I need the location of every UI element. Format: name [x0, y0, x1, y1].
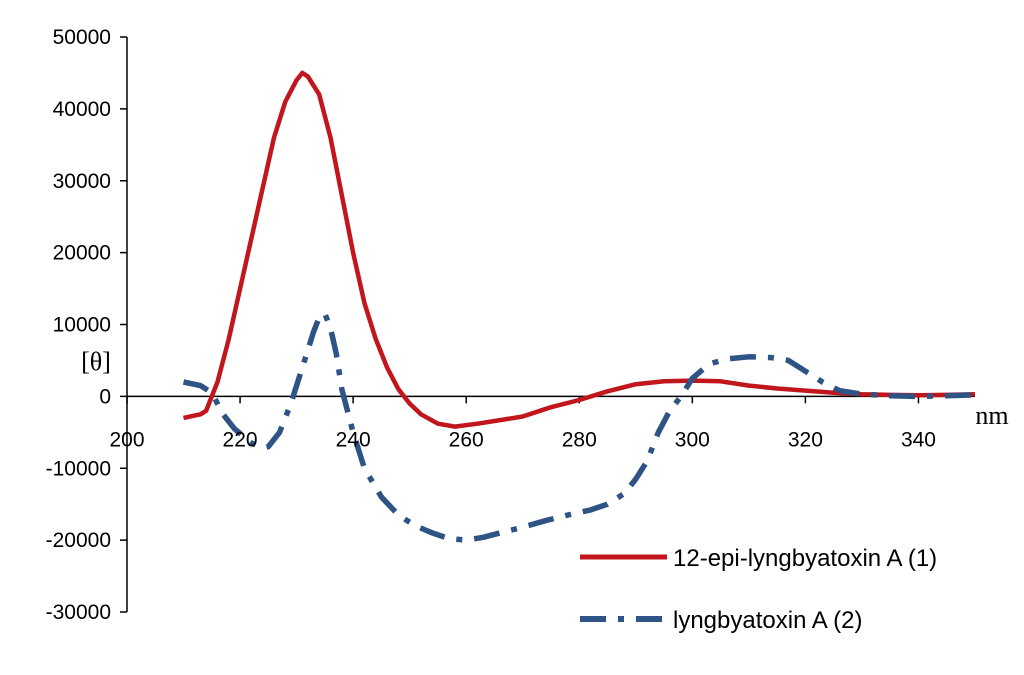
x-tick-label: 280: [562, 428, 597, 451]
y-tick-label: 40000: [53, 98, 111, 121]
x-tick-label: 300: [675, 428, 710, 451]
legend-label-1: 12-epi-lyngbyatoxin A (1): [673, 545, 937, 572]
x-axis-label: nm: [975, 401, 1008, 430]
series-line-2: [182, 310, 976, 543]
y-axis-label: [θ]: [81, 347, 111, 376]
y-tick-label: -30000: [46, 601, 111, 624]
labels-group: 50000 40000 30000 20000 10000 0 -10000 -20000 -3…: [46, 26, 1009, 624]
x-tick-label: 220: [223, 428, 258, 451]
x-tick-label: 320: [788, 428, 823, 451]
series-group: [182, 70, 976, 543]
y-tick-label: 0: [99, 385, 111, 408]
y-tick-label: -10000: [46, 457, 111, 480]
y-tick-label: 30000: [53, 170, 111, 193]
y-tick-label: -20000: [46, 529, 111, 552]
x-tick-label: 260: [449, 428, 484, 451]
y-tick-label: 50000: [53, 26, 111, 49]
y-tick-label: 20000: [53, 242, 111, 265]
legend-label-2: lyngbyatoxin A (2): [673, 607, 862, 634]
y-tick-label: 10000: [53, 314, 111, 337]
legend: 12-epi-lyngbyatoxin A (1) lyngbyatoxin A …: [580, 545, 937, 634]
series-line-1: [183, 70, 976, 429]
axes-group: [120, 36, 975, 613]
x-tick-label: 340: [901, 428, 936, 451]
x-tick-label: 240: [336, 428, 371, 451]
x-tick-label: 200: [109, 428, 144, 451]
